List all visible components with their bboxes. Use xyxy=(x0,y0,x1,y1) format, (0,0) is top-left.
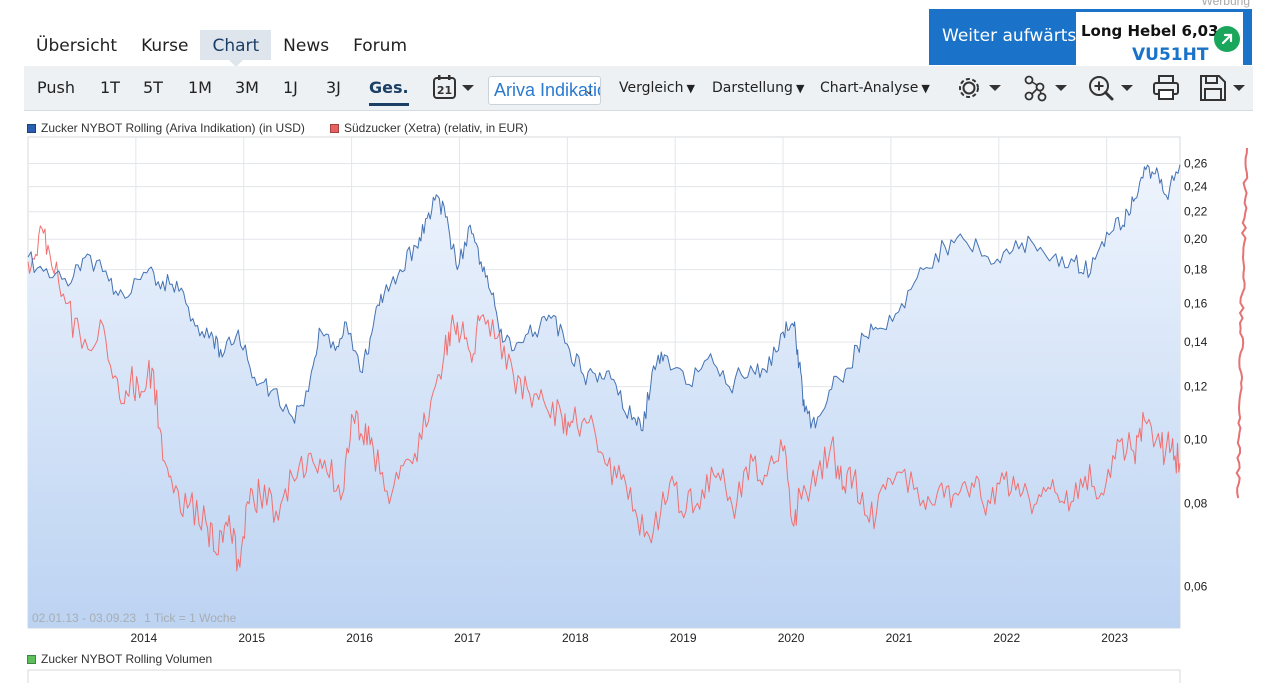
chart-tick-info: 1 Tick = 1 Woche xyxy=(144,611,236,625)
tab-uebersicht[interactable]: Übersicht xyxy=(36,36,118,56)
volume-legend-swatch xyxy=(27,655,36,664)
y-tick-label: 0,06 xyxy=(1184,580,1208,594)
x-tick-label: 2014 xyxy=(131,631,158,645)
menu-darstellung[interactable]: Darstellung ▼ xyxy=(712,66,804,110)
y-tick-label: 0,20 xyxy=(1184,232,1208,246)
x-tick-label: 2017 xyxy=(454,631,481,645)
legend-primary: Zucker NYBOT Rolling (Ariva Indikation) … xyxy=(27,121,305,135)
y-tick-label: 0,14 xyxy=(1184,335,1208,349)
period-1t[interactable]: 1T xyxy=(100,78,120,97)
source-select[interactable]: Ariva Indikation ⌄ xyxy=(488,76,601,105)
promo-product-box[interactable]: Long Hebel 6,03 VU51HT xyxy=(1076,12,1243,65)
x-tick-label: 2020 xyxy=(778,631,805,645)
promo-code: VU51HT xyxy=(1132,45,1209,65)
y-tick-label: 0,24 xyxy=(1184,180,1208,194)
y-tick-label: 0,10 xyxy=(1184,432,1208,446)
y-tick-label: 0,26 xyxy=(1184,156,1208,170)
main-tabs: Übersicht Kurse Chart News Forum xyxy=(24,30,419,67)
tab-news[interactable]: News xyxy=(283,36,330,56)
legend-primary-label: Zucker NYBOT Rolling (Ariva Indikation) … xyxy=(41,121,305,135)
x-tick-label: 2022 xyxy=(993,631,1020,645)
x-tick-label: 2016 xyxy=(346,631,373,645)
legend-secondary-label: Südzucker (Xetra) (relativ, in EUR) xyxy=(344,121,528,135)
period-5t[interactable]: 5T xyxy=(143,78,163,97)
x-tick-label: 2019 xyxy=(670,631,697,645)
y-tick-label: 0,18 xyxy=(1184,263,1208,277)
volume-legend-label: Zucker NYBOT Rolling Volumen xyxy=(41,652,213,666)
side-scroll-indicator xyxy=(1235,147,1249,499)
promo-banner[interactable]: Weiter aufwärts? Long Hebel 6,03 VU51HT xyxy=(929,9,1252,65)
network-icon[interactable] xyxy=(1020,73,1070,103)
save-icon[interactable] xyxy=(1198,73,1248,103)
settings-icon[interactable] xyxy=(954,73,1004,103)
legend-secondary: Südzucker (Xetra) (relativ, in EUR) xyxy=(330,121,528,135)
caret-down-icon: ▼ xyxy=(795,82,805,95)
volume-legend: Zucker NYBOT Rolling Volumen xyxy=(27,652,212,666)
promo-text: Weiter aufwärts? xyxy=(942,26,1086,46)
menu-vergleich[interactable]: Vergleich ▼ xyxy=(619,66,695,110)
y-tick-label: 0,22 xyxy=(1184,205,1208,219)
menu-chart-analyse-label: Chart-Analyse xyxy=(820,80,919,96)
y-tick-label: 0,16 xyxy=(1184,297,1208,311)
period-gesamt[interactable]: Ges. xyxy=(369,66,409,110)
print-icon[interactable] xyxy=(1151,73,1181,103)
source-select-value: Ariva Indikation xyxy=(494,80,600,100)
x-tick-label: 2021 xyxy=(886,631,913,645)
y-tick-label: 0,08 xyxy=(1184,497,1208,511)
caret-down-icon: ▼ xyxy=(686,82,695,95)
chart-range-info: 02.01.13 - 03.09.23 1 Tick = 1 Woche xyxy=(32,611,237,625)
legend-secondary-swatch xyxy=(330,124,339,133)
x-tick-label: 2023 xyxy=(1101,631,1128,645)
arrow-up-right-icon xyxy=(1214,26,1240,52)
tab-chart[interactable]: Chart xyxy=(200,30,272,67)
x-tick-label: 2015 xyxy=(238,631,265,645)
zoom-icon[interactable] xyxy=(1086,73,1136,103)
period-push[interactable]: Push xyxy=(37,78,75,97)
promo-title: Long Hebel 6,03 xyxy=(1081,22,1219,40)
legend-primary-swatch xyxy=(27,124,36,133)
x-tick-label: 2018 xyxy=(562,631,589,645)
period-1m[interactable]: 1M xyxy=(188,78,212,97)
menu-vergleich-label: Vergleich xyxy=(619,80,684,96)
primary-series-line xyxy=(27,164,1181,432)
secondary-series-line xyxy=(27,225,1181,572)
y-tick-label: 0,12 xyxy=(1184,380,1208,394)
period-3j[interactable]: 3J xyxy=(326,78,341,97)
chart-date-range: 02.01.13 - 03.09.23 xyxy=(32,611,136,625)
tab-kurse[interactable]: Kurse xyxy=(141,36,189,56)
menu-darstellung-label: Darstellung xyxy=(712,80,793,96)
tab-forum[interactable]: Forum xyxy=(353,36,408,56)
period-3m[interactable]: 3M xyxy=(235,78,259,97)
primary-series-area xyxy=(28,164,1180,628)
calendar-day: 21 xyxy=(437,84,452,97)
period-1j[interactable]: 1J xyxy=(283,78,298,97)
caret-down-icon: ▼ xyxy=(921,82,930,95)
menu-chart-analyse[interactable]: Chart-Analyse ▼ xyxy=(820,66,930,110)
volume-panel xyxy=(27,669,1181,683)
calendar-icon[interactable]: 21 xyxy=(432,73,474,103)
ad-label: Werbung xyxy=(1201,0,1250,8)
chevron-down-icon: ⌄ xyxy=(583,83,594,97)
chart-toolbar: Push 1T 5T 1M 3M 1J 3J Ges. 21 Ariva Ind… xyxy=(24,66,1253,111)
